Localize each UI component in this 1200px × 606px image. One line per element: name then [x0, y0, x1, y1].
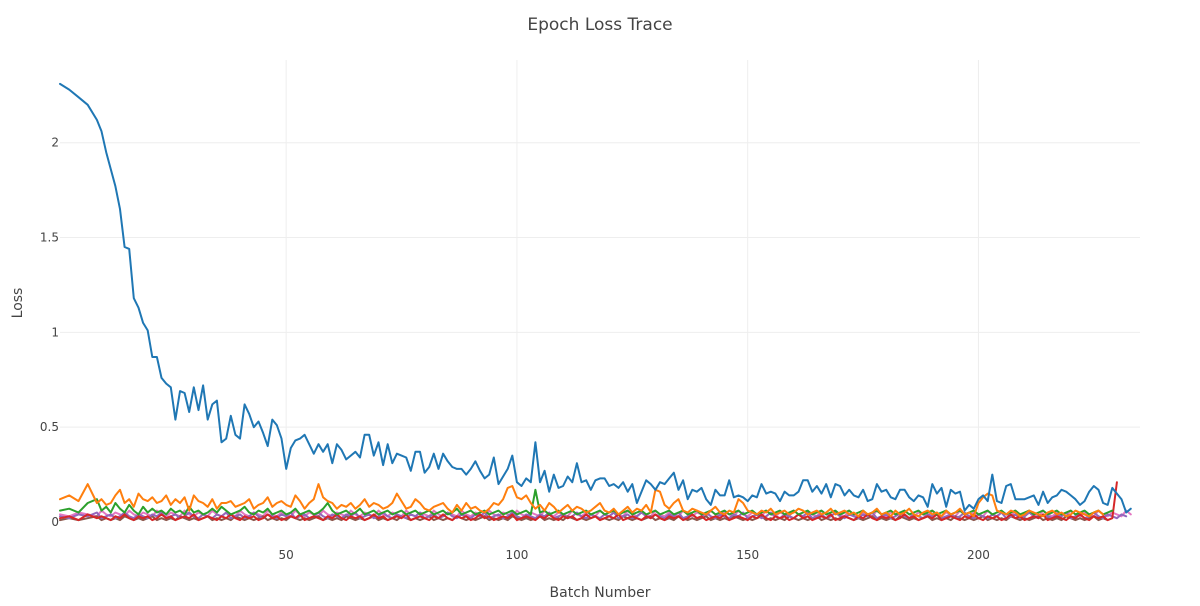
x-tick-label: 150	[736, 548, 759, 562]
series-line-3	[59, 488, 1114, 516]
x-axis-title: Batch Number	[550, 585, 651, 601]
y-tick-label: 1.5	[40, 231, 59, 245]
chart-title: Epoch Loss Trace	[527, 15, 672, 35]
series-line-2	[59, 483, 1105, 518]
series-line-1	[59, 82, 1132, 514]
series-lines	[59, 82, 1132, 522]
y-tick-label: 2	[51, 136, 59, 150]
y-tick-label: 1	[51, 325, 59, 339]
tick-labels: 50 100 150 200 0 0.5 1 1.5 2	[40, 136, 990, 562]
y-axis-title: Loss	[10, 288, 26, 319]
y-tick-label: 0	[51, 515, 59, 529]
grid-lines	[60, 60, 1140, 522]
x-tick-label: 200	[967, 548, 990, 562]
series-line-4	[59, 481, 1118, 522]
x-tick-label: 100	[505, 548, 528, 562]
y-tick-label: 0.5	[40, 420, 59, 434]
x-tick-label: 50	[279, 548, 294, 562]
